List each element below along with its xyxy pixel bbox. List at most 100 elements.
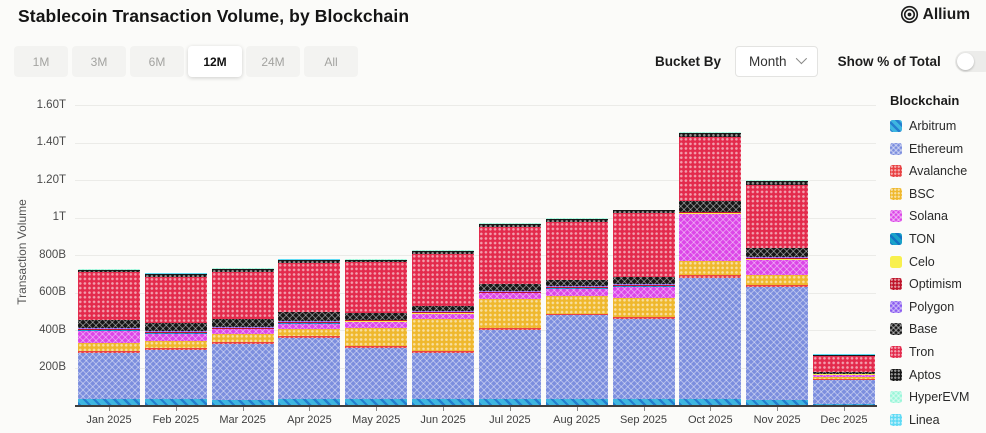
legend-item-solana[interactable]: Solana <box>890 209 985 223</box>
legend-swatch-icon <box>890 345 902 358</box>
bar-segment-bsc <box>412 318 475 351</box>
bar-segment-optimism <box>612 284 675 286</box>
gridline <box>75 255 876 256</box>
legend-item-arbitrum[interactable]: Arbitrum <box>890 119 985 133</box>
legend-label: Linea <box>909 412 940 427</box>
bar-segment-bsc <box>211 333 274 342</box>
bar-segment-optimism <box>278 321 341 323</box>
bar-segment-ton <box>78 330 140 331</box>
bar-segment-ethereum <box>612 318 675 400</box>
stacked-bar <box>144 273 207 405</box>
stacked-bar <box>612 209 675 405</box>
bar-segment-ethereum <box>746 287 809 400</box>
legend-item-bsc[interactable]: BSC <box>890 187 985 201</box>
legend-item-hyperevm[interactable]: HyperEVM <box>890 390 985 404</box>
bar-segment-arbitrum <box>478 399 541 405</box>
bar-segment-tron <box>144 276 207 323</box>
bar-segment-polygon <box>211 326 274 328</box>
x-axis-cell: Sep 2025 <box>613 407 675 426</box>
x-axis-cell: Dec 2025 <box>813 407 875 426</box>
bar-segment-tron <box>211 271 274 319</box>
legend-items: Arbitrum Ethereum Avalanche BSC Solana TON Cel… <box>890 119 985 427</box>
bar-segment-bsc <box>612 298 675 317</box>
legend-item-avalanche[interactable]: Avalanche <box>890 164 985 178</box>
bar-segment-ethereum <box>278 337 341 400</box>
bar-segment-optimism <box>144 331 207 333</box>
tab-6m[interactable]: 6M <box>130 46 184 77</box>
y-axis-tick-label: 800B <box>39 248 66 261</box>
legend-item-ton[interactable]: TON <box>890 232 985 246</box>
legend-item-optimism[interactable]: Optimism <box>890 277 985 291</box>
x-axis-tick <box>643 407 645 411</box>
bar-segment-ton <box>278 323 341 324</box>
legend-label: HyperEVM <box>909 390 970 405</box>
x-axis-tick <box>777 407 779 411</box>
legend-swatch-icon <box>890 232 902 245</box>
bar-segment-avalanche <box>144 348 207 350</box>
tab-1m[interactable]: 1M <box>14 46 68 77</box>
x-axis-label: Dec 2025 <box>820 414 868 426</box>
legend-label: Celo <box>909 254 935 269</box>
bar-segment-aptos <box>211 268 274 272</box>
x-axis: Jan 2025 Feb 2025 Mar 2025 Apr 2025 May 2025… <box>78 407 875 426</box>
bar-segment-avalanche <box>412 350 475 353</box>
bar-segment-tron <box>412 254 475 306</box>
bar-segment-ton <box>545 288 608 289</box>
bar-segment-ton <box>746 259 809 261</box>
bar-segment-optimism <box>679 212 742 214</box>
legend-item-tron[interactable]: Tron <box>890 345 985 359</box>
legend-item-aptos[interactable]: Aptos <box>890 368 985 382</box>
bar-segment-avalanche <box>345 346 408 348</box>
bar-segment-tron <box>812 356 875 373</box>
bar-segment-tron <box>78 272 140 321</box>
time-range-tabs: 1M 3M 6M 12M 24M All <box>14 46 358 77</box>
bar-segment-polygon <box>746 257 809 259</box>
show-pct-toggle[interactable] <box>954 51 986 72</box>
legend-item-base[interactable]: Base <box>890 322 985 336</box>
bar-segment-solana <box>746 260 809 275</box>
plot-area <box>78 105 875 405</box>
bar-segment-solana <box>812 374 875 378</box>
legend-swatch-icon <box>890 391 902 404</box>
tab-12m[interactable]: 12M <box>188 46 242 77</box>
bar-segment-solana <box>545 288 608 296</box>
tab-24m[interactable]: 24M <box>246 46 300 77</box>
y-axis-tick-label: 1.20T <box>36 173 66 186</box>
x-axis-label: Oct 2025 <box>687 414 733 426</box>
x-axis-label: May 2025 <box>352 414 401 426</box>
chart-controls: Bucket By Month Show % of Total <box>655 44 986 79</box>
x-axis-tick <box>576 407 578 411</box>
x-axis-tick <box>376 407 378 411</box>
legend-item-polygon[interactable]: Polygon <box>890 300 985 314</box>
bar-segment-solana <box>612 286 675 299</box>
x-axis-cell: Jan 2025 <box>78 407 140 426</box>
bar-segment-bsc <box>478 299 541 329</box>
bar-segment-solana <box>412 314 475 319</box>
bar-segment-aptos <box>278 259 341 264</box>
stacked-bar <box>412 249 475 405</box>
bar-segment-polygon <box>345 319 408 321</box>
bar-segment-arbitrum <box>545 399 608 405</box>
bar-segment-aptos <box>812 354 875 357</box>
bar-segment-ton <box>412 313 475 315</box>
tab-all[interactable]: All <box>304 46 358 77</box>
bar-segment-aptos <box>545 218 608 222</box>
x-axis-tick <box>443 407 445 411</box>
legend-label: BSC <box>909 186 935 201</box>
bar-segment-base <box>612 276 675 284</box>
bar-segment-bsc <box>78 343 140 351</box>
x-axis-label: Apr 2025 <box>287 414 332 426</box>
tab-3m[interactable]: 3M <box>72 46 126 77</box>
legend-item-ethereum[interactable]: Ethereum <box>890 142 985 156</box>
stacked-bar <box>545 217 608 405</box>
legend-label: Ethereum <box>909 141 964 156</box>
bar-segment-ethereum <box>412 352 475 400</box>
legend-item-celo[interactable]: Celo <box>890 255 985 269</box>
bar-segment-ethereum <box>78 352 140 400</box>
bar-segment-base <box>278 312 341 321</box>
legend-item-linea[interactable]: Linea <box>890 413 985 427</box>
bar-segment-arbitrum <box>211 399 274 405</box>
bucket-by-select[interactable]: Month <box>735 46 818 77</box>
bar-segment-ton <box>478 292 541 294</box>
bar-segment-avalanche <box>278 336 341 338</box>
